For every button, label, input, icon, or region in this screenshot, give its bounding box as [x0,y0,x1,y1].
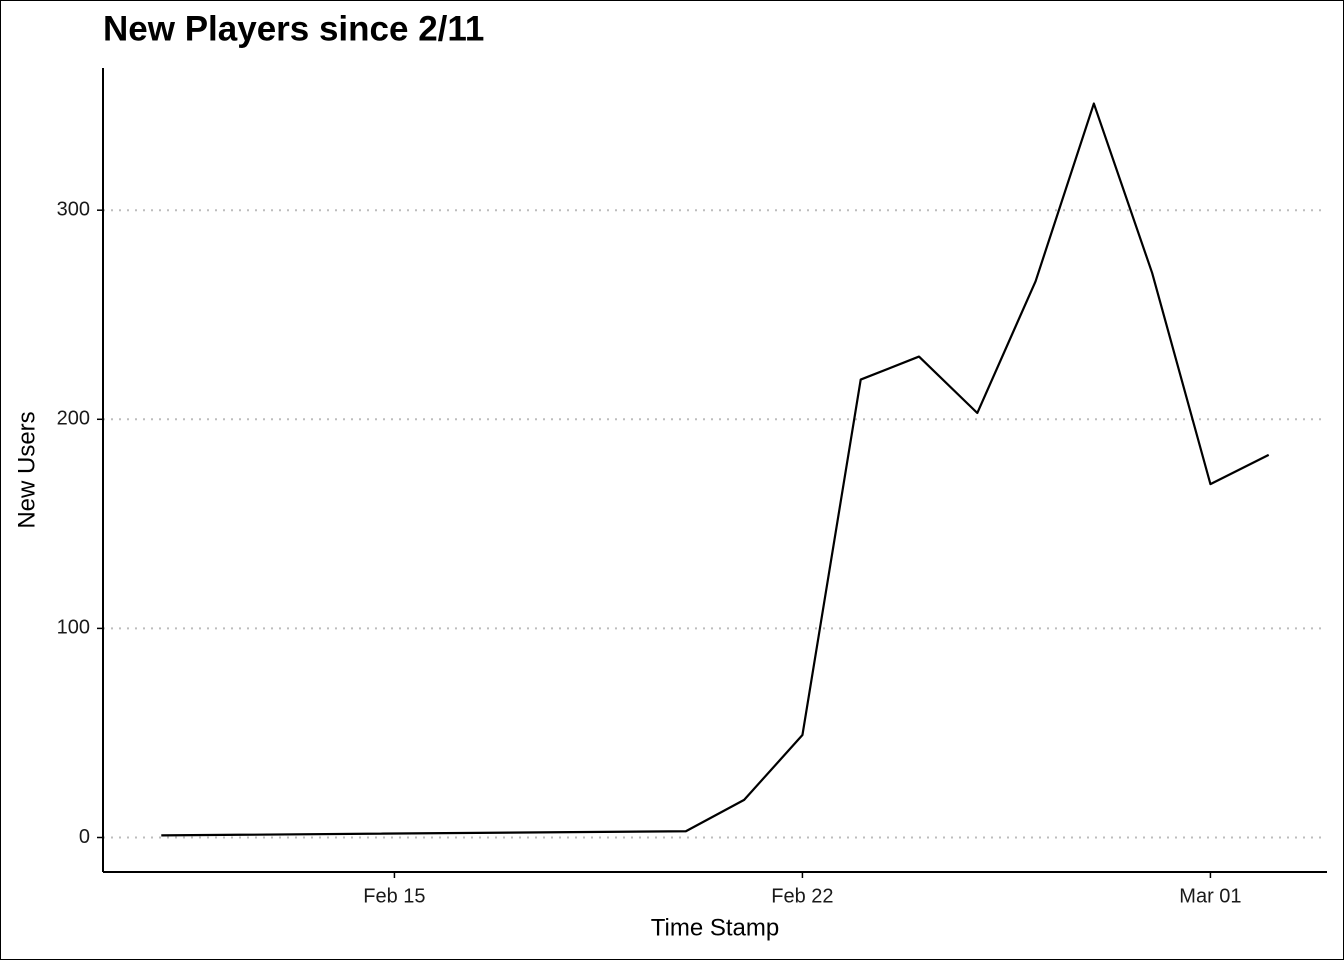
y-tick-label: 0 [79,826,90,848]
x-axis-title: Time Stamp [651,914,779,941]
y-tick-label: 100 [57,617,90,639]
x-tick-label: Feb 22 [771,885,833,907]
data-line [161,102,1270,837]
chart-title: New Players since 2/11 [103,9,484,48]
y-tick-label: 200 [57,408,90,430]
y-axis-title: New Users [13,411,40,528]
y-tick-label: 300 [57,198,90,220]
x-tick-label: Feb 15 [363,885,425,907]
x-tick-label: Mar 01 [1179,885,1241,907]
